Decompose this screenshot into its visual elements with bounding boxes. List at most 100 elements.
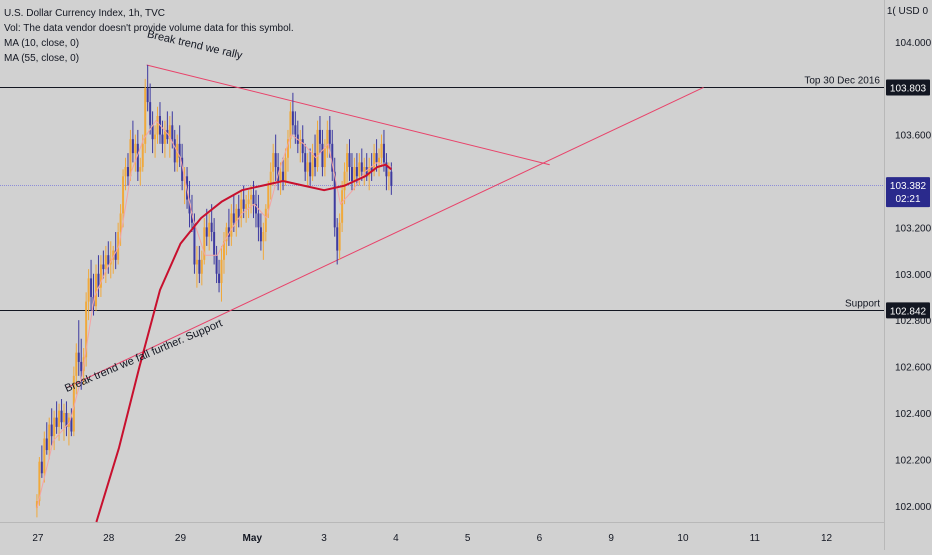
price-tick-label: 102.600 — [895, 363, 932, 374]
price-tick-label: 103.000 — [895, 270, 932, 281]
candle-body — [94, 273, 97, 307]
horizontal-line-label: Support — [845, 299, 880, 310]
candle-body — [360, 162, 363, 172]
candle-body — [43, 438, 46, 474]
candle-body — [318, 129, 321, 144]
candle-body — [161, 134, 164, 144]
candle-body — [294, 125, 297, 135]
candle-body — [304, 153, 307, 172]
candle-body — [232, 213, 235, 223]
candle-body — [176, 143, 179, 163]
candle-body — [85, 301, 88, 358]
candle-body — [350, 167, 353, 181]
candle-body — [215, 255, 218, 274]
candle-body — [252, 194, 255, 205]
price-axis[interactable]: 104.000 103.600 103.200 103.000 102.800 102.6… — [895, 38, 932, 513]
candle-body — [387, 171, 390, 177]
candle-body — [198, 259, 201, 274]
candle-body — [55, 417, 58, 427]
candle-body — [166, 129, 169, 140]
candle-body — [151, 125, 154, 140]
candle-body — [87, 278, 90, 302]
time-tick-label: 3 — [321, 533, 327, 544]
ma55-line — [95, 163, 392, 523]
moving-averages — [36, 120, 392, 523]
candle-body — [382, 143, 385, 163]
price-tick-label: 102.400 — [895, 409, 932, 420]
time-tick-label: 12 — [821, 533, 833, 544]
scale-header-right: 0 — [922, 6, 928, 17]
legend-symbol[interactable]: U.S. Dollar Currency Index, 1h, TVC — [4, 8, 165, 19]
candle-body — [97, 273, 100, 288]
candle-body — [282, 171, 285, 181]
candle-body — [112, 250, 115, 260]
candle-body — [314, 153, 317, 168]
candle-body — [99, 264, 102, 288]
candle-body — [218, 273, 221, 284]
trendlines — [67, 64, 704, 388]
candle-body — [173, 139, 176, 163]
time-tick-label: 27 — [32, 533, 44, 544]
candle-body — [306, 162, 309, 172]
candle-body — [331, 143, 334, 172]
candle-body — [355, 167, 358, 177]
candle-body — [124, 167, 127, 177]
currency-unit[interactable]: USD — [898, 6, 920, 17]
candle-body — [326, 129, 329, 149]
candle-body — [90, 278, 93, 297]
candle-body — [58, 410, 61, 427]
candle-body — [385, 162, 388, 177]
time-tick-label: 6 — [537, 533, 543, 544]
candle-body — [375, 153, 378, 163]
candle-body — [195, 259, 198, 265]
candle-body — [102, 264, 105, 270]
time-tick-label: 29 — [175, 533, 187, 544]
candle-body — [346, 153, 349, 172]
candle-body — [178, 143, 181, 158]
current-price-text: 103.382 — [890, 181, 927, 192]
candle-body — [50, 424, 53, 437]
time-tick-label: 11 — [750, 533, 761, 544]
time-tick-label: 9 — [608, 533, 614, 544]
current-price-box — [886, 177, 930, 208]
candle-body — [75, 352, 78, 376]
candle-body — [321, 143, 324, 168]
candle-body — [122, 176, 125, 214]
candle-body — [230, 213, 233, 237]
time-tick-label: 28 — [103, 533, 115, 544]
candle-body — [107, 255, 110, 265]
candle-body — [257, 213, 260, 228]
candle-body — [274, 153, 277, 168]
legend-ma55[interactable]: MA (55, close, 0) — [4, 53, 80, 64]
candle-body — [225, 227, 228, 242]
trendline — [146, 64, 550, 166]
candle-body — [348, 153, 351, 168]
candle-body — [60, 410, 63, 423]
ma10-line — [36, 120, 392, 509]
candle-body — [48, 424, 51, 451]
candle-body — [181, 157, 184, 181]
candle-body — [114, 250, 117, 260]
candle-body — [343, 171, 346, 191]
candle-body — [67, 417, 70, 427]
price-tick-label: 102.000 — [895, 502, 932, 513]
time-tick-label: 10 — [677, 533, 689, 544]
candle-body — [149, 102, 152, 126]
candle-body — [365, 167, 368, 177]
candle-body — [269, 171, 272, 186]
time-tick-label: May — [243, 533, 263, 544]
trendline — [67, 87, 704, 388]
candle-body — [77, 352, 80, 362]
candle-body — [363, 167, 366, 172]
time-axis[interactable]: 27 28 29 May 3 4 5 6 9 10 11 12 — [32, 533, 832, 544]
legend-volume[interactable]: Vol: The data vendor doesn't provide vol… — [4, 23, 294, 34]
candle-body — [358, 162, 361, 177]
candle-body — [338, 222, 341, 251]
candle-body — [62, 412, 65, 423]
legend-ma10[interactable]: MA (10, close, 0) — [4, 38, 80, 49]
candle-body — [227, 227, 230, 237]
